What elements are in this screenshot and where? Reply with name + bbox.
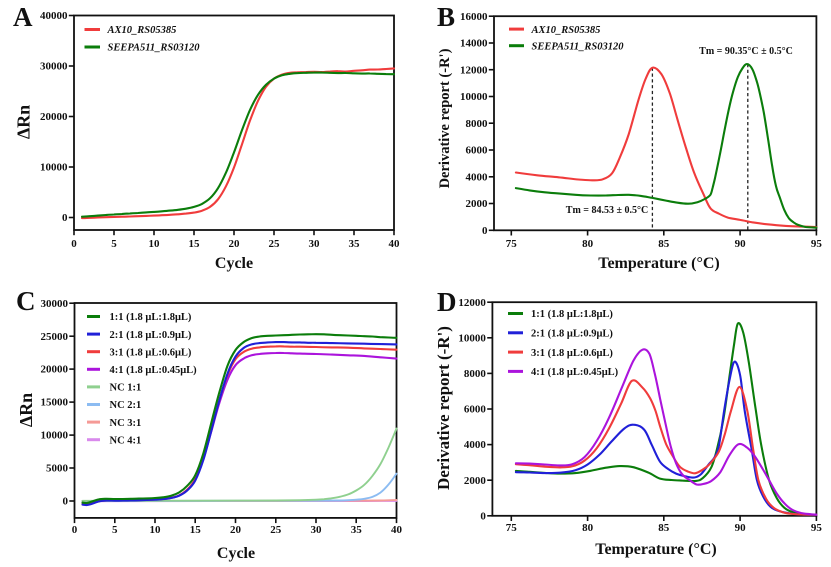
svg-text:NC 2:1: NC 2:1 <box>110 400 142 411</box>
svg-text:4:1 (1.8 μL:0.45μL): 4:1 (1.8 μL:0.45μL) <box>531 367 619 378</box>
svg-text:2000: 2000 <box>466 198 489 210</box>
svg-text:0: 0 <box>482 225 488 237</box>
svg-text:4:1 (1.8 μL:0.45μL): 4:1 (1.8 μL:0.45μL) <box>110 365 198 376</box>
svg-text:5: 5 <box>112 524 118 536</box>
svg-text:4000: 4000 <box>466 171 489 183</box>
svg-text:15: 15 <box>189 238 201 250</box>
svg-text:95: 95 <box>811 238 823 250</box>
svg-text:D: D <box>437 287 457 317</box>
svg-text:80: 80 <box>582 522 594 534</box>
svg-text:Derivative report (-R'): Derivative report (-R') <box>437 48 453 188</box>
svg-text:ΔRn: ΔRn <box>16 393 36 427</box>
svg-text:3:1 (1.8 μL:0.6μL): 3:1 (1.8 μL:0.6μL) <box>531 348 613 359</box>
svg-text:NC 3:1: NC 3:1 <box>110 418 142 429</box>
svg-text:25: 25 <box>269 238 281 250</box>
svg-text:95: 95 <box>811 522 823 534</box>
svg-text:80: 80 <box>582 238 594 250</box>
svg-text:90: 90 <box>735 522 747 534</box>
svg-text:40000: 40000 <box>40 10 68 22</box>
svg-text:4000: 4000 <box>464 439 487 451</box>
svg-text:NC 4:1: NC 4:1 <box>110 435 142 446</box>
svg-text:Tm = 84.53 ± 0.5°C: Tm = 84.53 ± 0.5°C <box>566 205 648 216</box>
svg-text:B: B <box>437 2 455 32</box>
svg-text:10000: 10000 <box>40 162 68 174</box>
svg-text:30000: 30000 <box>40 61 68 73</box>
svg-text:40: 40 <box>389 238 401 250</box>
svg-text:10: 10 <box>150 524 162 536</box>
svg-text:85: 85 <box>658 522 670 534</box>
svg-text:20: 20 <box>230 524 242 536</box>
svg-text:2000: 2000 <box>464 475 487 487</box>
svg-text:15000: 15000 <box>41 397 69 409</box>
svg-text:30000: 30000 <box>41 298 69 310</box>
svg-text:40: 40 <box>391 524 403 536</box>
svg-text:35: 35 <box>349 238 361 250</box>
svg-text:A: A <box>13 2 33 32</box>
svg-text:0: 0 <box>71 238 77 250</box>
svg-text:Cycle: Cycle <box>217 545 255 562</box>
svg-text:30: 30 <box>309 238 321 250</box>
svg-text:35: 35 <box>351 524 363 536</box>
svg-text:20: 20 <box>229 238 241 250</box>
svg-text:Temperature (°C): Temperature (°C) <box>595 541 716 558</box>
svg-text:3:1 (1.8 μL:0.6μL): 3:1 (1.8 μL:0.6μL) <box>110 347 192 358</box>
svg-text:16000: 16000 <box>460 11 488 23</box>
svg-text:0: 0 <box>480 510 486 522</box>
svg-text:0: 0 <box>63 496 69 508</box>
svg-text:10: 10 <box>149 238 161 250</box>
svg-text:8000: 8000 <box>466 118 489 130</box>
svg-text:8000: 8000 <box>464 368 487 380</box>
svg-text:AX10_RS05385: AX10_RS05385 <box>107 25 177 36</box>
svg-text:0: 0 <box>72 524 78 536</box>
svg-text:1:1 (1.8 μL:1.8μL): 1:1 (1.8 μL:1.8μL) <box>110 312 192 323</box>
svg-text:ΔRn: ΔRn <box>14 105 34 139</box>
svg-text:5: 5 <box>111 238 117 250</box>
svg-text:Temperature (°C): Temperature (°C) <box>598 255 719 272</box>
svg-text:10000: 10000 <box>458 332 486 344</box>
svg-text:20000: 20000 <box>41 364 69 376</box>
svg-text:Derivative report (-R'): Derivative report (-R') <box>434 326 453 490</box>
svg-text:15: 15 <box>190 524 202 536</box>
svg-text:25000: 25000 <box>41 331 69 343</box>
svg-text:2:1 (1.8 μL:0.9μL): 2:1 (1.8 μL:0.9μL) <box>110 330 192 341</box>
svg-text:5000: 5000 <box>46 463 69 475</box>
svg-text:0: 0 <box>62 212 68 224</box>
svg-text:AX10_RS05385: AX10_RS05385 <box>531 25 601 36</box>
svg-text:75: 75 <box>506 522 518 534</box>
svg-text:6000: 6000 <box>464 404 487 416</box>
svg-text:20000: 20000 <box>40 111 68 123</box>
svg-text:2:1 (1.8 μL:0.9μL): 2:1 (1.8 μL:0.9μL) <box>531 329 613 340</box>
svg-text:1:1 (1.8 μL:1.8μL): 1:1 (1.8 μL:1.8μL) <box>531 309 613 320</box>
svg-text:12000: 12000 <box>460 64 488 76</box>
svg-text:85: 85 <box>658 238 670 250</box>
svg-text:25: 25 <box>270 524 282 536</box>
svg-text:NC 1:1: NC 1:1 <box>110 383 142 394</box>
svg-text:75: 75 <box>506 238 518 250</box>
svg-text:90: 90 <box>735 238 747 250</box>
svg-text:Tm = 90.35°C ± 0.5°C: Tm = 90.35°C ± 0.5°C <box>699 46 793 57</box>
svg-text:30: 30 <box>311 524 323 536</box>
svg-text:C: C <box>16 286 36 316</box>
svg-text:SEEPA511_RS03120: SEEPA511_RS03120 <box>532 41 625 52</box>
svg-text:Cycle: Cycle <box>215 255 253 272</box>
svg-text:10000: 10000 <box>460 91 488 103</box>
svg-text:12000: 12000 <box>458 297 486 309</box>
svg-text:6000: 6000 <box>466 145 489 157</box>
svg-text:10000: 10000 <box>41 430 69 442</box>
svg-text:14000: 14000 <box>460 38 488 50</box>
svg-text:SEEPA511_RS03120: SEEPA511_RS03120 <box>108 43 201 54</box>
